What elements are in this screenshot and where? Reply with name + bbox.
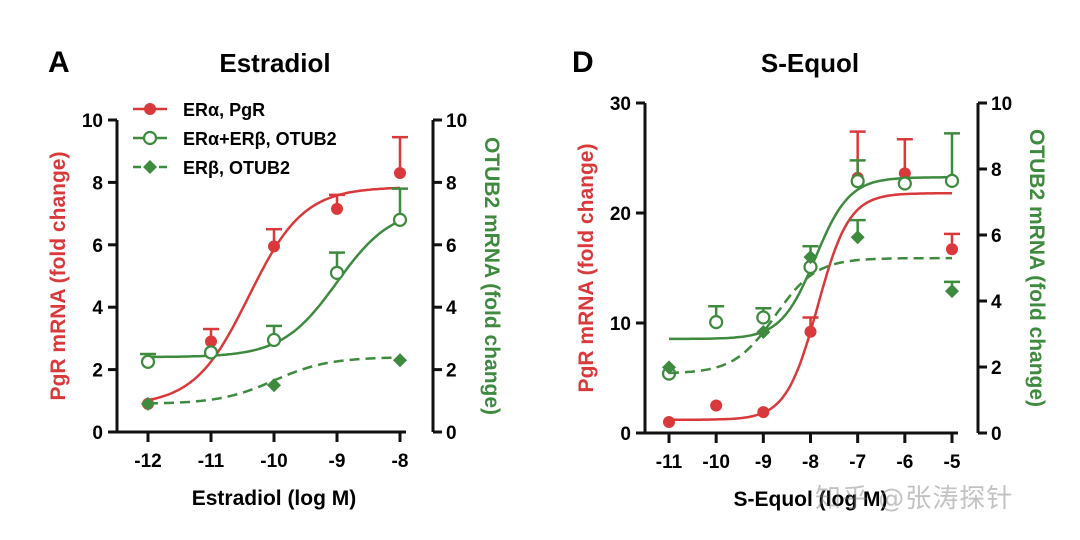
y-tick-label-right: 10 [991, 94, 1012, 115]
fit-curve [668, 256, 952, 375]
data-point [944, 173, 960, 188]
y-tick-label-right: 2 [991, 358, 1002, 379]
data-point [803, 250, 818, 265]
data-point [850, 230, 865, 245]
x-tick-label: -8 [392, 451, 409, 472]
data-point [663, 416, 675, 428]
data-point [804, 325, 817, 338]
series-2 [662, 218, 960, 375]
legend-marker [142, 130, 158, 146]
x-tick-label: -10 [702, 452, 729, 473]
data-point [756, 325, 771, 340]
x-tick-label: -8 [802, 452, 819, 473]
data-point [392, 212, 408, 227]
data-point [141, 396, 155, 411]
legend-label: ERβ, OTUB2 [183, 158, 290, 178]
data-point [662, 360, 676, 375]
data-point [393, 353, 407, 368]
y-tick-label-left: 8 [92, 173, 103, 194]
fit-curve [147, 186, 401, 402]
data-point [850, 174, 865, 189]
x-tick-label: -7 [849, 452, 866, 473]
series-0 [663, 130, 960, 428]
series-1 [661, 132, 960, 381]
x-tick-label: -11 [198, 451, 225, 472]
data-point [710, 399, 723, 412]
data-point [898, 167, 911, 180]
y-tick-label-left: 10 [82, 111, 103, 132]
y-tick-label-left: 0 [92, 423, 103, 444]
data-point [394, 167, 406, 180]
y-tick-label-left: 4 [92, 298, 103, 319]
y-tick-label-right: 10 [446, 111, 467, 132]
series-1 [140, 187, 408, 369]
y-tick-label-right: 4 [991, 292, 1002, 313]
panel-d: D S-Equol -11 -10 -9 -8 -7 -6 -5 0 10 20 30 0 2 4 6 8 10 S-… [572, 46, 1048, 511]
y-tick-label-left: 0 [620, 424, 631, 445]
y-tick-label-left: 2 [92, 361, 103, 382]
x-tick-label: -5 [944, 452, 961, 473]
y-tick-label-right: 2 [446, 361, 457, 382]
chart-title: Estradiol [219, 48, 330, 78]
x-tick-label: -9 [329, 451, 346, 472]
data-point [268, 240, 280, 253]
data-point [897, 176, 912, 191]
y-tick-label-right: 6 [446, 236, 457, 257]
data-point [757, 406, 770, 419]
data-point [205, 335, 217, 348]
y-axis-label-right: OTUB2 mRNA (fold change) [1025, 129, 1048, 407]
data-point [266, 332, 282, 348]
x-tick-label: -6 [896, 452, 913, 473]
x-axis-label: S-Equol (log M) [734, 488, 888, 511]
x-tick-label: -12 [134, 451, 161, 472]
legend-label: ERα, PgR [183, 100, 265, 120]
series-2 [141, 353, 407, 411]
data-point [709, 315, 724, 330]
y-tick-label-right: 4 [446, 298, 457, 319]
series-0 [142, 135, 408, 410]
y-tick-label-left: 20 [610, 204, 631, 225]
x-tick-label: -11 [656, 452, 683, 473]
y-tick-label-right: 8 [991, 160, 1002, 181]
legend: ERα, PgR ERα+ERβ, OTUB2 ERβ, OTUB2 [133, 100, 337, 178]
y-axis-label-left: PgR mRNA (fold change) [47, 152, 70, 401]
y-tick-label-right: 0 [991, 424, 1002, 445]
data-point [331, 202, 343, 215]
data-point [329, 265, 345, 280]
panel-a: A Estradiol -12 -11 -10 -9 -8 0 2 4 6 8 10 0 2 4 6 8 10 Est… [47, 46, 503, 510]
y-axis-label-left: PgR mRNA (fold change) [575, 144, 598, 393]
legend-marker [144, 103, 156, 115]
y-tick-label-right: 8 [446, 173, 457, 194]
panel-label: A [48, 46, 70, 79]
x-tick-label: -9 [755, 452, 772, 473]
y-tick-label-left: 6 [92, 236, 103, 257]
legend-marker [143, 160, 157, 174]
y-tick-label-left: 30 [610, 94, 631, 115]
data-point [946, 243, 958, 256]
legend-label: ERα+ERβ, OTUB2 [183, 129, 337, 149]
y-tick-label-left: 10 [610, 314, 631, 335]
y-tick-label-right: 0 [446, 423, 457, 444]
data-point [945, 284, 959, 299]
data-point [140, 354, 156, 369]
data-point [756, 310, 771, 325]
data-point [267, 378, 281, 393]
y-tick-label-right: 6 [991, 226, 1002, 247]
x-tick-label: -10 [260, 451, 287, 472]
y-axis-label-right: OTUB2 mRNA (fold change) [480, 137, 503, 415]
watermark: 知乎 @张涛探针 [815, 484, 1014, 514]
x-axis-label: Estradiol (log M) [192, 487, 357, 510]
chart-title: S-Equol [761, 48, 859, 78]
data-point [203, 345, 219, 360]
panel-label: D [572, 46, 594, 79]
